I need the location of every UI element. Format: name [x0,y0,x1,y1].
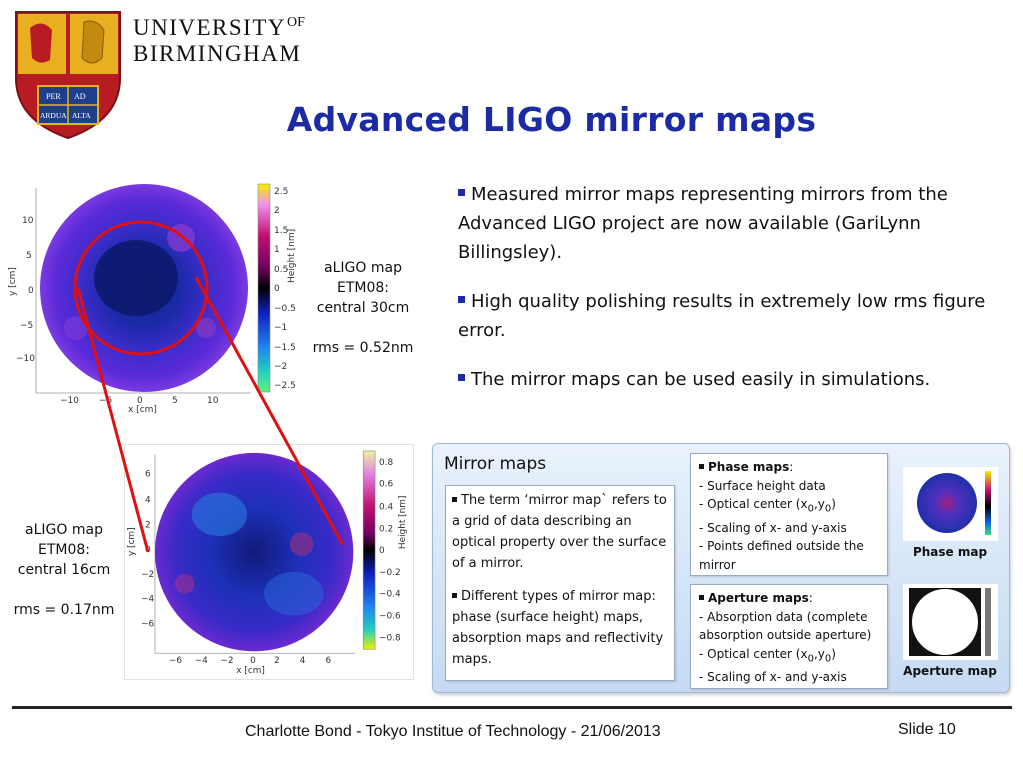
mirror-map-plot-16cm: 0.8 0.6 0.4 0.2 0 −0.2 −0.4 −0.6 −0.8 He… [124,444,414,680]
svg-text:Height [nm]: Height [nm] [398,496,408,550]
svg-text:10: 10 [22,216,34,226]
bullet-item: The mirror maps can be used easily in si… [458,365,988,394]
svg-text:2.5: 2.5 [274,187,288,197]
svg-text:−2: −2 [220,656,233,666]
mirror-map-definition-box: The term ‘mirror map` refers to a grid o… [445,485,675,681]
svg-text:−2: −2 [141,570,154,580]
svg-text:−10: −10 [60,396,79,406]
slide-number: Slide 10 [898,721,956,738]
svg-text:−5: −5 [99,396,112,406]
bullet-square-icon [458,374,465,381]
bullet-square-icon [699,595,704,600]
svg-text:4: 4 [300,656,306,666]
svg-text:ALTA: ALTA [72,111,91,120]
svg-text:−1.5: −1.5 [274,343,296,353]
svg-text:−2.5: −2.5 [274,381,296,391]
svg-text:2: 2 [274,656,280,666]
svg-text:−10: −10 [16,354,35,364]
phase-map-caption: Phase map [912,545,988,559]
aperture-maps-box: Aperture maps: - Absorption data (comple… [690,584,888,689]
svg-text:1: 1 [274,245,280,255]
university-crest-logo: PER AD ARDUA ALTA [15,11,121,140]
svg-text:0: 0 [379,546,385,556]
svg-text:6: 6 [145,470,151,480]
svg-text:0.6: 0.6 [379,480,393,490]
svg-text:0: 0 [250,656,256,666]
svg-text:10: 10 [207,396,219,406]
svg-text:PER: PER [46,92,61,101]
svg-text:0: 0 [274,284,280,294]
mirror-maps-panel-title: Mirror maps [444,454,547,474]
svg-text:y [cm]: y [cm] [127,527,137,556]
map-label-30cm: aLIGO map ETM08: central 30cm rms = 0.52… [312,260,414,356]
svg-text:4: 4 [145,496,151,506]
mirror-map-plot-30cm: 2.5 2 1.5 1 0.5 0 −0.5 −1 −1.5 −2 −2.5 H… [6,178,302,416]
svg-text:0.8: 0.8 [379,458,393,468]
svg-text:5: 5 [26,251,32,261]
svg-text:−0.6: −0.6 [379,612,401,622]
bullet-item: High quality polishing results in extrem… [458,291,986,341]
svg-text:−0.2: −0.2 [379,568,401,578]
svg-text:−6: −6 [169,656,182,666]
svg-text:−6: −6 [141,619,154,629]
university-name-line1: UNIVERSITYOF [133,15,305,40]
svg-text:−4: −4 [195,656,208,666]
svg-text:−0.4: −0.4 [379,590,401,600]
svg-text:−0.5: −0.5 [274,304,296,314]
svg-text:2: 2 [145,520,151,530]
svg-text:−5: −5 [20,321,33,331]
svg-text:y [cm]: y [cm] [8,267,18,296]
slide-title: Advanced LIGO mirror maps [286,100,817,139]
map-label-16cm: aLIGO map ETM08: central 16cm rms = 0.17… [13,522,115,618]
svg-text:AD: AD [74,92,86,101]
footer-text: Charlotte Bond - Tokyo Institue of Techn… [245,723,661,740]
svg-text:2: 2 [274,206,280,216]
bullet-square-icon [452,593,457,598]
footer-divider [12,706,1012,709]
bullet-square-icon [458,296,465,303]
svg-text:0: 0 [145,545,151,555]
bullet-square-icon [699,464,704,469]
university-name-line2: BIRMINGHAM [133,41,302,66]
svg-text:5: 5 [172,396,178,406]
svg-text:6: 6 [326,656,332,666]
svg-text:1.5: 1.5 [274,226,288,236]
phase-map-thumbnail [903,467,998,541]
svg-text:0.2: 0.2 [379,524,393,534]
aperture-map-caption: Aperture map [903,664,997,678]
phase-maps-box: Phase maps: - Surface height data - Opti… [690,453,888,576]
svg-text:0: 0 [28,286,34,296]
svg-text:−0.8: −0.8 [379,633,401,643]
bullet-item: Measured mirror maps representing mirror… [458,184,948,263]
svg-text:−1: −1 [274,323,287,333]
svg-text:0.5: 0.5 [274,265,288,275]
svg-text:x [cm]: x [cm] [128,405,157,415]
bullet-list: Measured mirror maps representing mirror… [458,180,988,414]
bullet-square-icon [452,497,457,502]
bullet-square-icon [458,189,465,196]
svg-text:0.4: 0.4 [379,502,393,512]
svg-text:x [cm]: x [cm] [236,666,265,676]
svg-text:−2: −2 [274,362,287,372]
svg-text:Height [nm]: Height [nm] [287,229,297,283]
svg-text:−4: −4 [141,595,154,605]
svg-text:ARDUA: ARDUA [40,111,67,120]
aperture-map-thumbnail [903,584,998,660]
